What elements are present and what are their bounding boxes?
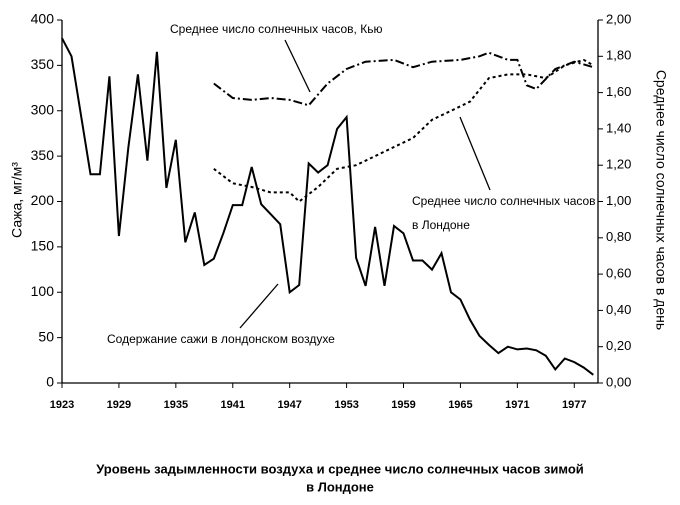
x-tick-label: 1935	[164, 399, 188, 411]
y2-tick-label: 1,60	[606, 84, 631, 99]
y2-tick-label: 0,20	[606, 338, 631, 353]
y-tick-label: 150	[31, 238, 55, 254]
annotation: Содержание сажи в лондонском воздухе	[107, 332, 335, 346]
annotation: Среднее число солнечных часов	[412, 194, 596, 208]
y-axis-label: Сажа, мг/м³	[9, 162, 25, 238]
y2-tick-label: 1,20	[606, 157, 631, 172]
data-line	[213, 58, 594, 203]
y-tick-label: 50	[38, 328, 54, 344]
arrow	[239, 283, 279, 329]
y2-tick-label: 1,00	[606, 193, 631, 208]
x-tick-label: 1929	[107, 399, 131, 411]
y2-tick-label: 0,40	[606, 302, 631, 317]
data-line	[213, 51, 594, 107]
x-tick-label: 1977	[562, 399, 586, 411]
y2-tick-label: 1,80	[606, 48, 631, 63]
annotation: в Лондоне	[412, 218, 470, 232]
y2-tick-label: 1,40	[606, 120, 631, 135]
x-tick-label: 1965	[448, 399, 472, 411]
y-tick-label: 350	[31, 56, 55, 72]
y2-tick-label: 0,80	[606, 229, 631, 244]
y2-tick-label: 0,60	[606, 266, 631, 281]
y2-tick-label: 0,00	[606, 374, 631, 389]
x-tick-label: 1923	[50, 399, 74, 411]
x-tick-label: 1959	[391, 399, 415, 411]
y2-tick-label: 2,00	[606, 11, 631, 26]
y-tick-label: 0	[46, 374, 54, 390]
x-tick-label: 1971	[505, 399, 529, 411]
chart-title: Уровень задымленности воздуха и среднее …	[96, 461, 584, 476]
x-tick-label: 1941	[221, 399, 245, 411]
x-tick-label: 1947	[277, 399, 301, 411]
data-line	[61, 37, 594, 376]
x-tick-label: 1953	[334, 399, 358, 411]
y-tick-label: 350	[31, 147, 55, 163]
arrow	[284, 39, 311, 93]
y-tick-label: 200	[31, 192, 55, 208]
y2-axis-label: Среднее число солнечных часов в день	[653, 70, 669, 330]
y-tick-label: 100	[31, 283, 55, 299]
annotation: Среднее число солнечных часов, Кью	[170, 22, 382, 36]
y-tick-label: 300	[31, 101, 55, 117]
chart-title: в Лондоне	[306, 479, 374, 494]
y-tick-label: 400	[31, 11, 55, 27]
arrow	[459, 116, 491, 191]
